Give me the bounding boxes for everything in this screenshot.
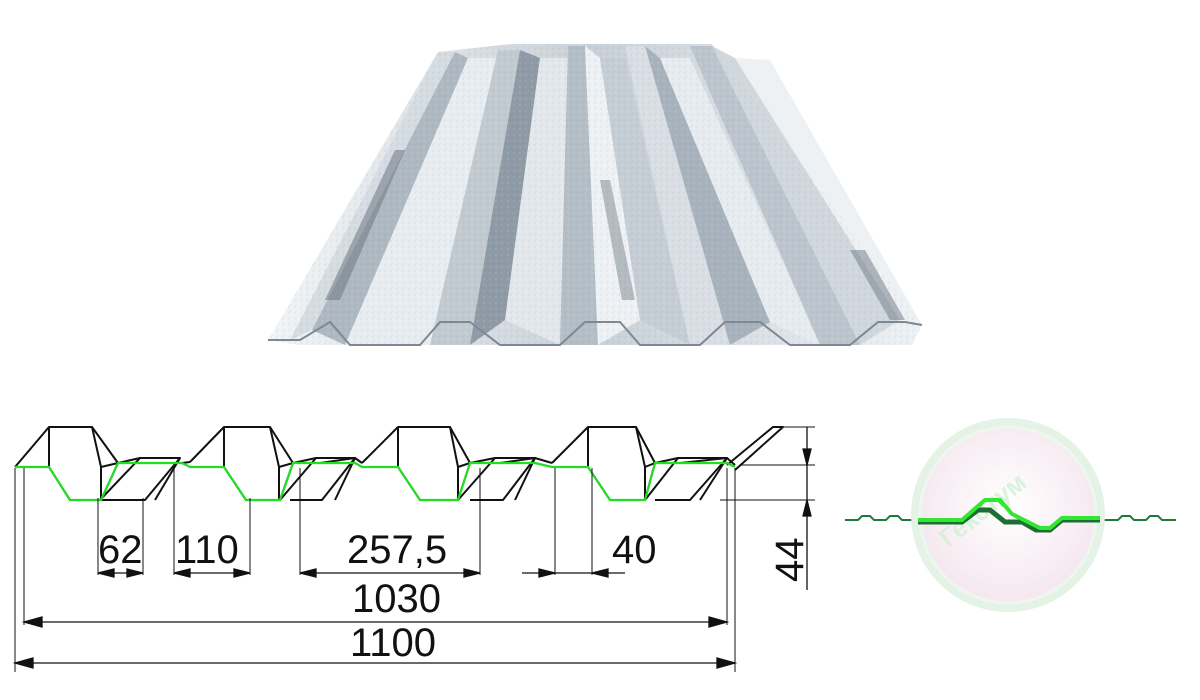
detail-profile-right [1100, 515, 1176, 521]
dimension-lines [12, 427, 812, 669]
detail-overlap-top [978, 498, 1006, 508]
sheet-shadow [325, 150, 405, 300]
dim-40-label: 40 [612, 528, 657, 572]
detail-profile-left [845, 515, 916, 521]
sheet-shadow [600, 180, 635, 300]
detail-upper-sheet [918, 498, 1100, 530]
extension-lines [14, 426, 815, 672]
dim-62-label: 62 [98, 528, 143, 572]
detail-lens [911, 418, 1105, 612]
sheet-texture [268, 44, 922, 345]
dim-1030-label: 1030 [352, 577, 441, 621]
dim-44-label: 44 [768, 538, 812, 583]
dim-1100-label: 1100 [350, 621, 436, 665]
overlap-detail: Гекстум [845, 418, 1176, 612]
sheet-shadow [850, 250, 905, 320]
sheet-front-edge [268, 320, 923, 346]
profile-cross-section: 62 110 257,5 40 1030 1100 44 [12, 426, 815, 672]
dim-257-label: 257,5 [347, 528, 447, 572]
sheet-rib [735, 58, 922, 325]
corrugated-sheet-illustration [268, 44, 923, 346]
dim-110-label: 110 [175, 528, 239, 572]
detail-lens-ring [918, 425, 1098, 605]
profile-highlight-line [15, 461, 736, 502]
